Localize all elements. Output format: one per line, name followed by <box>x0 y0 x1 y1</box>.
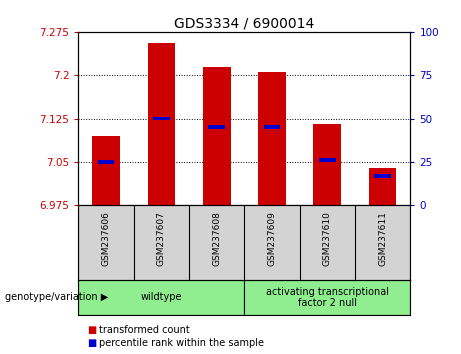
Bar <box>153 117 170 120</box>
Text: GSM237611: GSM237611 <box>378 211 387 266</box>
Text: ■: ■ <box>88 338 97 348</box>
Bar <box>369 168 396 205</box>
Bar <box>98 160 114 164</box>
Bar <box>92 136 120 205</box>
Bar <box>319 158 336 162</box>
Title: GDS3334 / 6900014: GDS3334 / 6900014 <box>174 17 314 31</box>
Text: genotype/variation ▶: genotype/variation ▶ <box>5 292 108 302</box>
Text: GSM237607: GSM237607 <box>157 211 166 266</box>
Bar <box>78 280 244 315</box>
Bar <box>208 125 225 129</box>
Bar <box>203 67 230 205</box>
Text: GSM237610: GSM237610 <box>323 211 332 266</box>
Text: GSM237609: GSM237609 <box>267 211 277 266</box>
Bar <box>264 125 280 129</box>
Text: transformed count: transformed count <box>99 325 190 335</box>
Bar <box>374 174 391 178</box>
Bar <box>313 124 341 205</box>
Bar <box>148 44 175 205</box>
Text: wildtype: wildtype <box>141 292 182 302</box>
Text: GSM237606: GSM237606 <box>101 211 111 266</box>
Text: activating transcriptional
factor 2 null: activating transcriptional factor 2 null <box>266 286 389 308</box>
Text: GSM237608: GSM237608 <box>212 211 221 266</box>
Text: percentile rank within the sample: percentile rank within the sample <box>99 338 264 348</box>
Text: ■: ■ <box>88 325 97 335</box>
Bar <box>258 72 286 205</box>
Bar <box>244 280 410 315</box>
